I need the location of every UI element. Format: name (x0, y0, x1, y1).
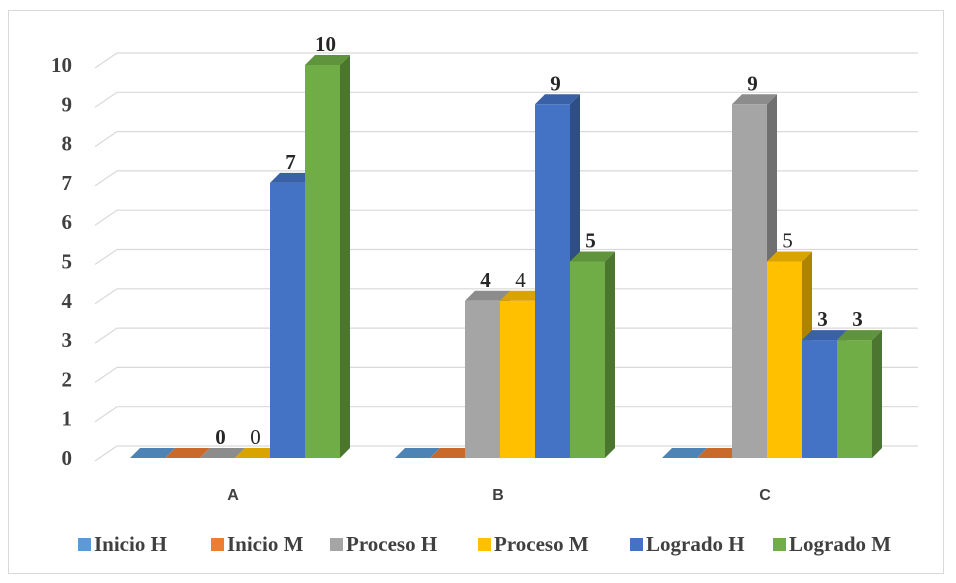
data-label: 3 (817, 307, 828, 331)
data-label: 0 (250, 425, 261, 449)
legend-item: Logrado M (773, 532, 891, 556)
x-category-label: B (492, 487, 504, 504)
gridline (94, 209, 918, 226)
bar (165, 448, 210, 458)
y-axis-tick-labels: 0 1 2 3 4 5 6 7 8 9 10 (51, 53, 73, 470)
legend-label: Logrado M (789, 532, 891, 556)
gridline (94, 52, 918, 69)
y-tick-label: 5 (62, 250, 73, 274)
data-label: 9 (550, 71, 561, 95)
x-category-label: A (227, 487, 239, 504)
data-label: 9 (747, 71, 758, 95)
x-axis-category-labels: A B C (227, 487, 771, 504)
legend-label: Proceso H (346, 532, 437, 556)
legend-swatch (330, 538, 343, 551)
gridline (94, 366, 918, 383)
bar (305, 55, 350, 458)
data-label: 5 (782, 229, 793, 253)
y-tick-label: 4 (62, 289, 73, 313)
y-tick-label: 10 (51, 53, 72, 77)
gridline (94, 406, 918, 423)
bar (697, 448, 742, 458)
data-labels: 0 0 7 10 4 4 9 5 9 5 3 3 (215, 32, 863, 449)
legend-item: Inicio M (211, 532, 304, 556)
data-label: 7 (285, 150, 296, 174)
gridline (94, 248, 918, 265)
y-tick-label: 3 (62, 328, 73, 352)
legend-item: Logrado H (630, 532, 745, 556)
gridline (94, 170, 918, 187)
x-category-label: C (759, 487, 771, 504)
gridline (94, 288, 918, 305)
legend-swatch (630, 538, 643, 551)
y-tick-label: 1 (62, 407, 73, 431)
y-tick-label: 7 (62, 171, 73, 195)
data-label: 4 (480, 268, 491, 292)
bar (395, 448, 440, 458)
legend-swatch (478, 538, 491, 551)
legend-item: Proceso M (478, 532, 589, 556)
gridline (94, 445, 918, 462)
legend-swatch (773, 538, 786, 551)
y-tick-label: 9 (62, 92, 73, 116)
y-tick-label: 6 (62, 210, 73, 234)
y-tick-label: 2 (62, 367, 73, 391)
data-label: 10 (315, 32, 336, 56)
bar (662, 448, 707, 458)
legend-label: Logrado H (646, 532, 745, 556)
data-label: 0 (215, 425, 226, 449)
legend-swatch (211, 538, 224, 551)
legend-label: Inicio H (94, 532, 167, 556)
bar (430, 448, 475, 458)
y-tick-label: 8 (62, 132, 73, 156)
bar (235, 448, 280, 458)
legend: Inicio H Inicio M Proceso H Proceso M Lograd… (78, 532, 891, 556)
bar (200, 448, 245, 458)
gridline (94, 327, 918, 344)
gridline (94, 131, 918, 148)
data-label: 4 (515, 268, 526, 292)
data-label: 3 (852, 307, 863, 331)
legend-label: Inicio M (227, 532, 304, 556)
legend-label: Proceso M (494, 532, 589, 556)
data-label: 5 (585, 229, 596, 253)
bar (130, 448, 175, 458)
bar (837, 330, 882, 458)
bar (570, 251, 615, 458)
legend-swatch (78, 538, 91, 551)
legend-item: Inicio H (78, 532, 167, 556)
legend-item: Proceso H (330, 532, 437, 556)
bars (130, 55, 882, 459)
gridline (94, 91, 918, 108)
gridlines (94, 52, 918, 462)
y-tick-label: 0 (62, 446, 73, 470)
